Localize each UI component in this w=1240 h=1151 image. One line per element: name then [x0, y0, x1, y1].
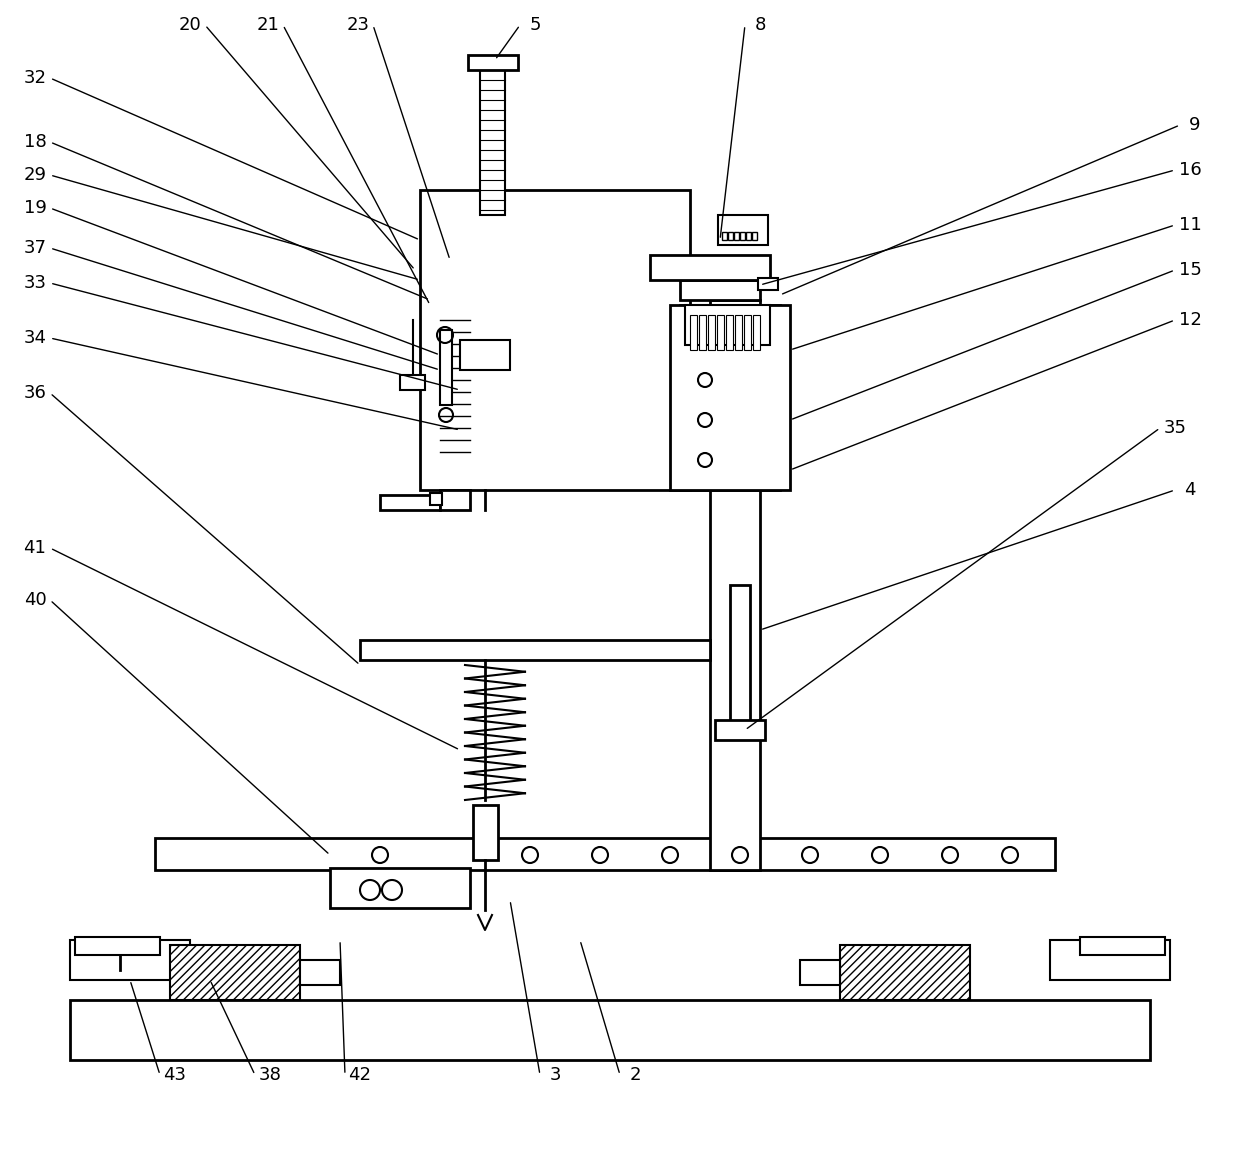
Bar: [708, 315, 715, 350]
Bar: [735, 315, 742, 350]
Bar: [680, 280, 760, 300]
Text: 20: 20: [179, 16, 201, 35]
Bar: [650, 256, 770, 280]
Bar: [69, 940, 190, 980]
Bar: [379, 495, 440, 510]
Bar: [718, 215, 768, 245]
Bar: [715, 721, 765, 740]
Text: 11: 11: [1179, 216, 1202, 234]
Bar: [430, 493, 441, 505]
Text: 34: 34: [24, 329, 47, 346]
Text: 4: 4: [1184, 481, 1195, 500]
Bar: [467, 55, 518, 70]
Bar: [734, 233, 739, 241]
Bar: [717, 315, 724, 350]
Bar: [420, 190, 689, 490]
Bar: [699, 315, 706, 350]
Bar: [300, 960, 340, 985]
Bar: [170, 945, 300, 1000]
Bar: [360, 640, 711, 660]
Text: 23: 23: [346, 16, 370, 35]
Bar: [1080, 937, 1166, 955]
Text: 36: 36: [24, 384, 46, 402]
Text: 8: 8: [754, 16, 765, 35]
Bar: [440, 330, 453, 405]
Text: 16: 16: [1179, 161, 1202, 180]
Text: 19: 19: [24, 199, 46, 218]
Bar: [751, 233, 756, 241]
Text: 37: 37: [24, 239, 47, 257]
Bar: [720, 300, 750, 870]
Text: 38: 38: [259, 1066, 281, 1084]
Bar: [728, 233, 733, 241]
Bar: [480, 60, 505, 215]
Bar: [684, 305, 770, 345]
Bar: [440, 490, 470, 510]
Bar: [722, 233, 727, 241]
Bar: [670, 305, 790, 490]
Text: 40: 40: [24, 590, 46, 609]
Bar: [753, 315, 760, 350]
Text: 21: 21: [257, 16, 279, 35]
Text: 12: 12: [1178, 311, 1202, 329]
Bar: [744, 315, 751, 350]
Bar: [689, 315, 697, 350]
Bar: [740, 233, 745, 241]
Bar: [472, 805, 498, 860]
Text: 42: 42: [348, 1066, 372, 1084]
Bar: [730, 585, 750, 730]
Bar: [725, 315, 733, 350]
Bar: [401, 375, 425, 390]
Bar: [800, 960, 839, 985]
Bar: [839, 945, 970, 1000]
Bar: [746, 233, 751, 241]
Text: 3: 3: [549, 1066, 560, 1084]
Bar: [69, 1000, 1149, 1060]
Bar: [758, 279, 777, 290]
Text: 32: 32: [24, 69, 47, 87]
Text: 29: 29: [24, 166, 47, 184]
Bar: [330, 868, 470, 908]
Bar: [680, 305, 780, 490]
Text: 43: 43: [164, 1066, 186, 1084]
Bar: [711, 300, 760, 870]
Bar: [1050, 940, 1171, 980]
Text: 9: 9: [1189, 116, 1200, 134]
Bar: [460, 340, 510, 369]
Bar: [155, 838, 1055, 870]
Bar: [74, 937, 160, 955]
Text: 15: 15: [1178, 261, 1202, 279]
Text: 18: 18: [24, 134, 46, 151]
Text: 35: 35: [1163, 419, 1187, 437]
Text: 2: 2: [629, 1066, 641, 1084]
Text: 5: 5: [529, 16, 541, 35]
Text: 33: 33: [24, 274, 47, 292]
Text: 41: 41: [24, 539, 46, 557]
